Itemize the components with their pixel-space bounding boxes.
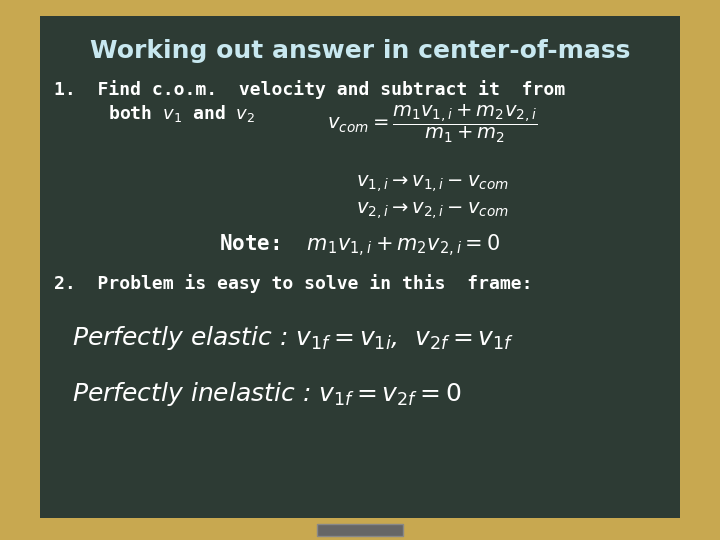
Bar [40, 16, 680, 518]
Text: Perfectly elastic : $v_{1f} = v_{1i}$,  $v_{2f} = v_{1f}$: Perfectly elastic : $v_{1f} = v_{1i}$, $… [72, 323, 514, 352]
Text: Perfectly inelastic : $v_{1f} = v_{2f} = 0$: Perfectly inelastic : $v_{1f} = v_{2f} =… [72, 380, 462, 408]
Bar [317, 524, 403, 536]
Text: $v_{2,i} \rightarrow v_{2,i} - v_{com}$: $v_{2,i} \rightarrow v_{2,i} - v_{com}$ [356, 200, 508, 221]
Text: $v_{1,i} \rightarrow v_{1,i} - v_{com}$: $v_{1,i} \rightarrow v_{1,i} - v_{com}$ [356, 173, 508, 194]
Text: 2.  Problem is easy to solve in this  frame:: 2. Problem is easy to solve in this fram… [54, 274, 533, 293]
Text: both $v_1$ and $v_2$: both $v_1$ and $v_2$ [54, 103, 255, 124]
Text: 1.  Find c.o.m.  velocity and subtract it  from: 1. Find c.o.m. velocity and subtract it … [54, 79, 565, 99]
Text: $v_{com} = \dfrac{m_1 v_{1,i} + m_2 v_{2,i}}{m_1 + m_2}$: $v_{com} = \dfrac{m_1 v_{1,i} + m_2 v_{2… [327, 103, 537, 145]
Text: Note:  $m_1 v_{1,i} + m_2 v_{2,i} = 0$: Note: $m_1 v_{1,i} + m_2 v_{2,i} = 0$ [220, 233, 500, 259]
Text: Working out answer in center-of-mass: Working out answer in center-of-mass [90, 39, 630, 63]
